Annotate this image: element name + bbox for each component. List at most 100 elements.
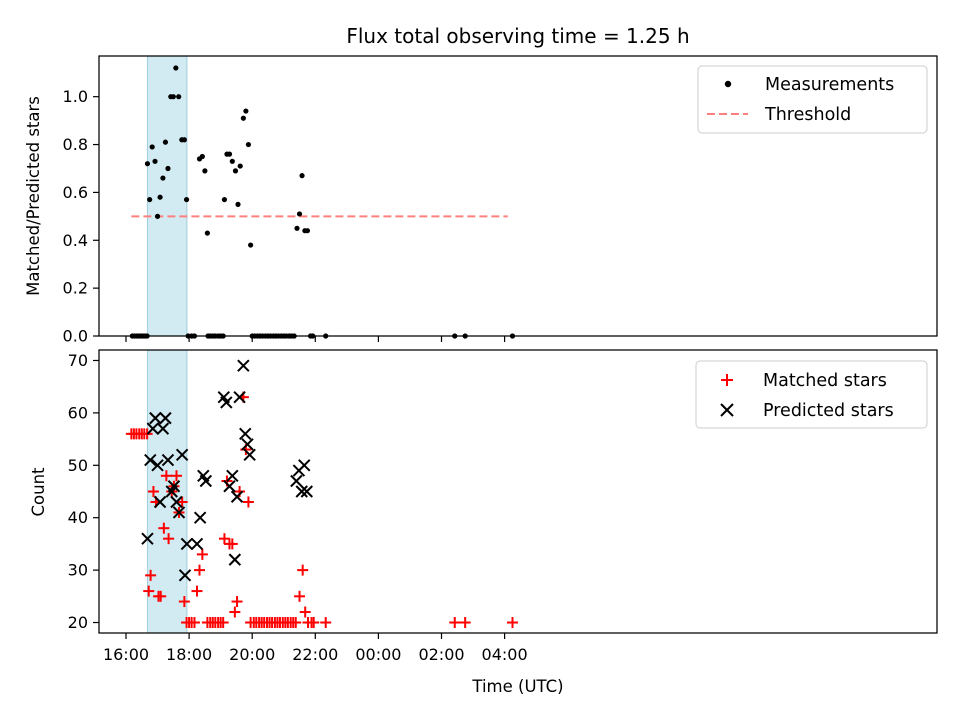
measurement-point: [232, 168, 239, 174]
top-y-axis-label: Matched/Predicted stars: [24, 96, 43, 296]
matched-star-point: [176, 496, 188, 508]
bottom-x-axis: 16:00 18:00 20:00 22:00 00:00 02:00 04:00: [103, 633, 528, 664]
measurement-points: [129, 65, 516, 339]
matched-star-point: [231, 596, 243, 608]
bottom-y-tick-label: 70: [68, 351, 88, 370]
measurement-point: [165, 165, 171, 172]
bottom-y-tick-label: 50: [68, 456, 88, 475]
top-y-tick-label: 0.6: [63, 183, 88, 202]
predicted-star-point: [226, 469, 239, 482]
predicted-star-point: [290, 474, 303, 488]
bottom-y-tick-label: 20: [68, 613, 88, 632]
top-y-tick-label: 0.8: [63, 135, 88, 154]
matched-star-point: [188, 617, 200, 629]
threshold-legend-label: Threshold: [764, 105, 851, 125]
matched-legend-label: Matched stars: [763, 371, 887, 391]
matched-star-point: [226, 538, 238, 550]
matched-star-point: [229, 606, 241, 618]
bottom-legend-box: [695, 360, 928, 429]
matched-star-point: [242, 496, 254, 508]
measurement-point: [235, 201, 241, 207]
predicted-star-point: [172, 506, 186, 519]
predicted-star-point: [237, 359, 250, 372]
bottom-y-axis-label: Count: [29, 467, 48, 517]
matched-star-point: [147, 486, 159, 497]
predicted-star-point: [295, 485, 308, 498]
measurement-point: [144, 161, 151, 167]
measurement-point: [157, 194, 163, 200]
chart-title: Flux total observing time = 1.25 h: [346, 24, 689, 48]
matched-star-point: [194, 564, 206, 576]
predicted-star-point: [161, 453, 175, 467]
matched-star-point: [170, 470, 182, 482]
matched-star-point: [449, 617, 461, 629]
measurement-point: [183, 196, 190, 203]
measurement-point: [152, 158, 158, 164]
matched-star-point: [155, 590, 167, 602]
measurement-point: [204, 230, 210, 236]
matched-star-point: [196, 548, 208, 560]
predicted-star-point: [151, 459, 164, 472]
matched-star-point: [294, 590, 306, 602]
matched-star-point: [308, 617, 320, 629]
predicted-star-point: [228, 553, 242, 566]
predicted-star-point: [144, 453, 157, 467]
measurements-legend-label: Measurements: [765, 75, 894, 95]
predicted-star-point: [141, 532, 154, 545]
measurement-point: [149, 144, 155, 150]
matched-star-point: [191, 585, 203, 597]
matched-star-point: [320, 617, 332, 629]
measurement-point: [245, 141, 252, 148]
predicted-star-point: [170, 495, 183, 509]
predicted-star-point: [300, 485, 313, 498]
top-legend: Measurements Threshold: [697, 65, 928, 134]
top-y-axis: 0.0 0.2 0.4 0.6 0.8 1.0: [63, 87, 99, 346]
matched-star-point: [297, 564, 309, 576]
predicted-star-point: [156, 422, 170, 435]
top-subplot: 0.0 0.2 0.4 0.6 0.8 1.0 Matched/Predicted sta…: [24, 55, 938, 346]
matched-star-point: [506, 617, 518, 629]
predicted-star-point: [167, 480, 181, 493]
predicted-star-point: [193, 511, 207, 524]
measurement-point: [170, 94, 176, 100]
x-tick-label: 18:00: [166, 645, 212, 664]
top-y-tick-label: 0.4: [63, 231, 88, 250]
measurement-point: [304, 228, 311, 234]
bottom-y-tick-label: 60: [68, 403, 88, 422]
bottom-legend: Matched stars Predicted stars: [695, 360, 928, 429]
measurement-point: [173, 65, 179, 71]
predicted-star-point: [199, 474, 213, 488]
measurement-point: [154, 213, 161, 219]
measurement-point: [147, 196, 153, 203]
measurement-point: [229, 158, 235, 164]
predicted-star-point: [178, 569, 192, 582]
x-tick-label: 20:00: [229, 645, 275, 664]
matched-legend-marker: [721, 374, 733, 386]
predicted-star-point: [243, 448, 256, 462]
predicted-legend-label: Predicted stars: [763, 401, 894, 421]
predicted-star-point: [153, 495, 167, 509]
matched-star-point: [178, 596, 190, 608]
measurement-point: [294, 225, 300, 231]
bottom-y-tick-label: 40: [68, 508, 88, 527]
x-tick-label: 16:00: [103, 645, 149, 664]
matched-star-point: [143, 585, 155, 597]
measurement-point: [296, 211, 303, 217]
matched-star-point: [160, 470, 172, 482]
top-y-tick-label: 0.0: [63, 327, 88, 346]
measurement-point: [160, 175, 166, 181]
bottom-plot-frame: [98, 349, 938, 634]
matched-star-point: [218, 533, 230, 545]
matched-star-point: [299, 606, 311, 618]
top-highlight-span: [146, 55, 188, 337]
predicted-star-point: [149, 411, 162, 425]
predicted-star-point: [239, 427, 252, 441]
measurement-point: [202, 168, 208, 174]
measurement-point: [299, 173, 305, 179]
x-axis-label: Time (UTC): [471, 677, 563, 696]
matched-star-point: [158, 522, 170, 534]
predicted-legend-marker: [720, 403, 734, 417]
matched-star-point: [290, 617, 302, 629]
predicted-stars-points: [141, 359, 313, 582]
